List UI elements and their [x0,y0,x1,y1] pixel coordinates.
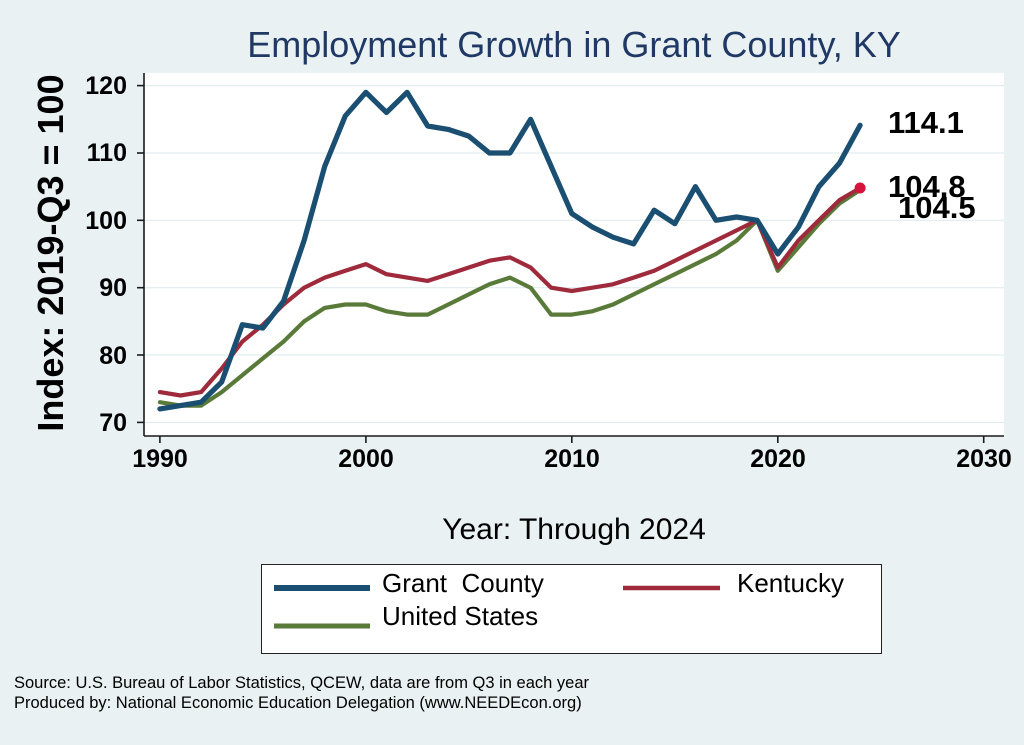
svg-text:114.1: 114.1 [888,105,964,140]
svg-text:104.5: 104.5 [898,190,976,225]
